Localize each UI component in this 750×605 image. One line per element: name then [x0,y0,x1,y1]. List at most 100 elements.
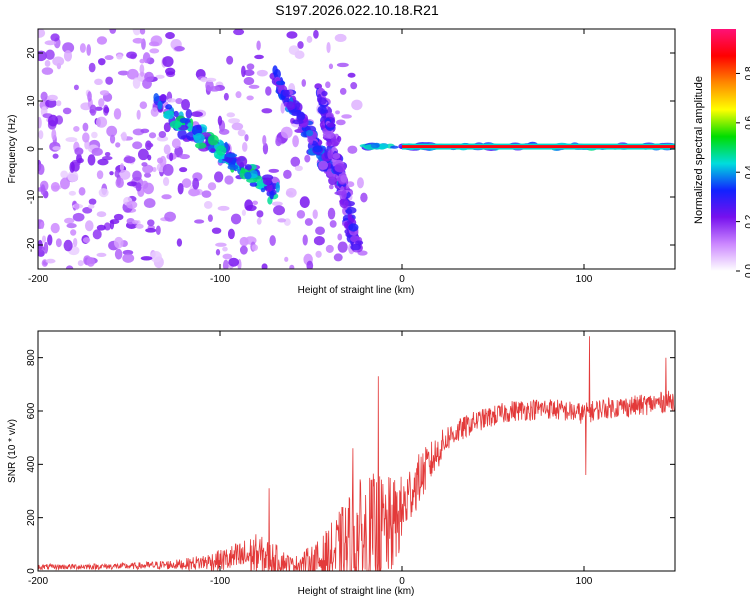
spectrogram-cell [132,220,139,225]
colorbar-tick-label: 0.4 [744,165,750,179]
spectrogram-cell [292,135,299,148]
spectrogram-cell [74,147,84,156]
x-tick-label: 0 [399,576,405,587]
spectrogram-cell [122,249,134,256]
spectrogram-cell [104,151,111,157]
spectrogram-cell [230,213,242,225]
spectrogram-cell [113,213,124,221]
spectrogram-cell [246,95,254,101]
y-tick-label: 20 [26,47,37,59]
spectrogram-cell [390,145,399,149]
spectrogram-cell [341,114,352,119]
spectrogram-cell [265,86,272,96]
spectrogram-cell [158,131,167,139]
spectrogram-cell [200,77,208,83]
spectrogram-cell [162,163,174,176]
spectrogram-cell [332,153,341,160]
spectrogram-cell [96,36,108,45]
spectrogram-cell [181,99,190,111]
spectrogram-cell [262,142,269,155]
spectrogram-cell [350,243,361,251]
spectrogram-cell [179,153,191,160]
spectrogram-cell [38,116,42,129]
spectrogram-cell [165,67,176,76]
spectrogram-cell [167,98,177,103]
spectrogram-cell [92,229,102,240]
spectrogram-cell [59,177,70,190]
spectrogram-cell [177,183,184,195]
spectrogram-cell [209,148,216,153]
spectrogram-cell [142,164,154,174]
spectrogram-cell [88,198,97,206]
spectrogram-cell [140,128,150,134]
spectrogram-cell [262,134,267,146]
spectrogram-cell [290,156,301,167]
spectrogram-cell [87,204,95,209]
spectrogram-cell [315,226,325,235]
spectrogram-cell [256,210,264,218]
y-tick-label: 0 [26,568,37,574]
spectrogram-cell [251,244,258,252]
spectrogram-cell [87,154,96,166]
spectrogram-cell [285,187,297,198]
spectrogram-cell [280,126,293,139]
spectrogram-cell [148,132,157,139]
spectrogram-cell [79,43,86,53]
spectrogram-cell [297,41,304,49]
spectrogram-cell [179,167,188,173]
spectrogram-cell [181,178,192,188]
spectrogram-cell [78,187,86,196]
snr-frame [37,330,676,572]
spectrogram-cell [256,40,261,51]
spectrogram-cell [271,201,283,207]
spectrogram-cell [294,165,303,172]
spectrogram-cell [261,108,273,114]
spectrogram-cell [217,205,230,211]
spectrogram-cell [86,44,92,56]
spectrogram-cell [306,129,314,137]
spectrogram-cell [235,91,242,99]
spectrogram-cell [74,202,80,210]
spectrogram-cell [280,102,285,114]
spectrogram-cell [44,40,57,46]
colorbar-ticks: 0.0 0.2 0.4 0.6 0.8 [736,66,750,278]
spectrogram-cell [233,29,245,36]
spectrogram-x-ticks: -200 -100 0 100 [28,29,593,285]
spectrogram-cell [218,159,223,164]
spectrogram-cell [103,106,110,114]
spectrogram-cell [242,142,248,152]
x-tick-label: -200 [28,576,48,587]
spectrogram-cell [240,167,246,174]
spectrogram-cell [60,170,68,179]
spectrogram-cell [63,239,73,252]
spectrogram-cell [346,181,355,188]
spectrogram-cell [98,188,109,198]
spectrogram-cell [62,42,75,54]
x-tick-label: 100 [576,576,593,587]
spectrogram-cell [109,134,116,144]
spectrogram-cell [336,62,349,68]
spectrogram-cell [207,214,213,222]
spectrogram-cell [132,141,143,150]
spectrogram-cell [208,86,221,92]
spectrogram-cell [296,111,306,121]
spectrogram-cell [327,207,336,220]
spectrogram-cell [141,162,148,167]
spectrogram-cell [356,177,364,189]
spectrogram-cell [224,175,234,185]
spectrogram-cell [325,244,334,253]
spectrogram-cell [73,125,80,132]
y-tick-label: 10 [26,95,37,107]
spectrogram-cell [273,68,281,80]
spectrogram-cell [68,190,77,196]
spectrogram-cell [67,171,79,183]
spectrogram-cell [326,139,332,147]
spectrogram-cell [132,77,141,89]
spectrogram-cell [126,68,139,80]
spectrogram-cell [260,187,266,193]
spectrogram-cell [226,55,234,65]
spectrogram-cell [115,142,121,148]
spectrogram-cell [348,223,359,232]
spectrogram-cell [126,200,138,209]
